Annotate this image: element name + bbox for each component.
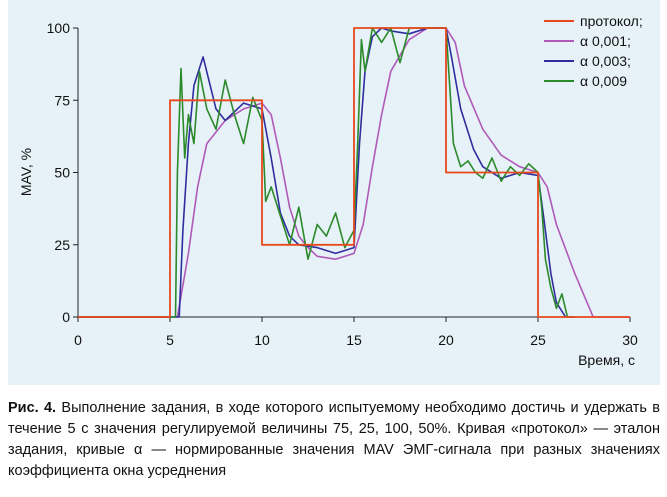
legend-label-3: α 0,009 (580, 73, 627, 89)
plot-area: 0 25 50 75 100 0 5 10 15 20 25 30 (47, 20, 638, 348)
x-tick-label-2: 10 (254, 332, 270, 348)
figure-panel: 0 25 50 75 100 0 5 10 15 20 25 30 MAV, % Время, с п… (8, 0, 660, 385)
series-line-3 (78, 27, 575, 318)
legend-label-2: α 0,003; (580, 53, 631, 69)
x-tick-label-1: 5 (166, 332, 174, 348)
legend-label-1: α 0,001; (580, 33, 631, 49)
y-tick-label-4: 100 (47, 20, 71, 36)
y-tick-label-1: 25 (54, 237, 70, 253)
x-tick-label-3: 15 (346, 332, 362, 348)
chart-background (8, 0, 660, 385)
series-line-0 (78, 27, 630, 318)
x-tick-label-5: 25 (530, 332, 546, 348)
legend: протокол; α 0,001; α 0,003; α 0,009 (544, 13, 643, 89)
figure-caption: Рис. 4. Выполнение задания, в ходе котор… (8, 398, 660, 482)
y-tick-label-3: 75 (54, 92, 70, 108)
caption-text: Выполнение задания, в ходе которого испы… (8, 400, 660, 479)
legend-label-0: протокол; (580, 13, 643, 29)
y-tick-label-2: 50 (54, 165, 70, 181)
x-tick-label-0: 0 (74, 332, 82, 348)
x-tick-label-4: 20 (438, 332, 454, 348)
y-tick-label-0: 0 (62, 309, 70, 325)
x-axis-title: Время, с (578, 352, 635, 368)
y-axis-title: MAV, % (18, 148, 34, 196)
x-tick-label-6: 30 (622, 332, 638, 348)
chart: 0 25 50 75 100 0 5 10 15 20 25 30 MAV, % Время, с п… (8, 0, 660, 385)
caption-label: Рис. 4. (8, 400, 57, 416)
